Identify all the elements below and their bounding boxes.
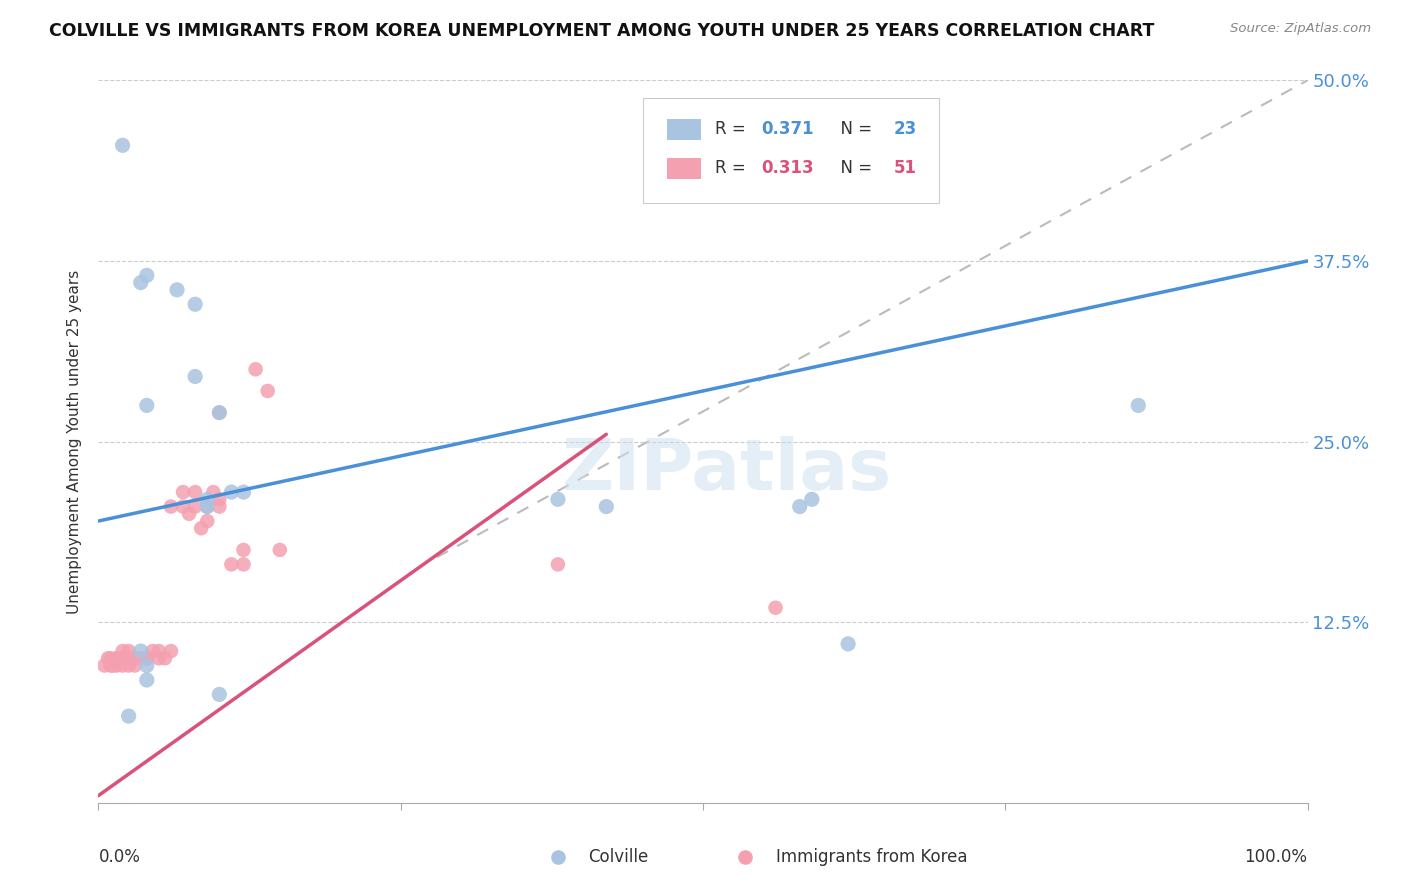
Point bbox=[129, 651, 152, 665]
Point bbox=[129, 651, 152, 665]
Point bbox=[101, 658, 124, 673]
Point bbox=[184, 485, 207, 500]
Point bbox=[124, 651, 146, 665]
Point bbox=[208, 406, 231, 420]
Point bbox=[195, 500, 218, 514]
FancyBboxPatch shape bbox=[643, 98, 939, 203]
Point bbox=[179, 507, 201, 521]
FancyBboxPatch shape bbox=[666, 158, 700, 178]
Text: ZIPatlas: ZIPatlas bbox=[562, 436, 893, 505]
Point bbox=[208, 406, 231, 420]
Point bbox=[221, 558, 243, 572]
Point bbox=[111, 138, 134, 153]
Point bbox=[595, 500, 617, 514]
Point bbox=[118, 709, 141, 723]
Text: R =: R = bbox=[716, 120, 751, 138]
Point bbox=[100, 651, 122, 665]
Point bbox=[208, 492, 231, 507]
Point bbox=[160, 644, 183, 658]
Point bbox=[208, 500, 231, 514]
Point bbox=[245, 362, 267, 376]
Point bbox=[135, 398, 157, 412]
Point bbox=[105, 651, 128, 665]
Point bbox=[256, 384, 278, 398]
Point bbox=[118, 644, 141, 658]
Text: R =: R = bbox=[716, 160, 751, 178]
Point bbox=[135, 673, 157, 687]
Point bbox=[105, 658, 128, 673]
Point bbox=[111, 651, 134, 665]
Point bbox=[195, 514, 218, 528]
Text: 0.313: 0.313 bbox=[761, 160, 814, 178]
Point bbox=[547, 492, 569, 507]
FancyBboxPatch shape bbox=[666, 120, 700, 139]
Point bbox=[129, 644, 152, 658]
Point bbox=[172, 500, 194, 514]
Point bbox=[105, 651, 128, 665]
Point bbox=[124, 651, 146, 665]
Point bbox=[135, 658, 157, 673]
Point bbox=[148, 644, 170, 658]
Point bbox=[142, 644, 165, 658]
Point bbox=[135, 268, 157, 283]
Point bbox=[111, 658, 134, 673]
Point bbox=[93, 658, 115, 673]
Point bbox=[118, 658, 141, 673]
Point bbox=[208, 687, 231, 701]
Point bbox=[153, 651, 176, 665]
Point bbox=[160, 500, 183, 514]
Text: Source: ZipAtlas.com: Source: ZipAtlas.com bbox=[1230, 22, 1371, 36]
Point bbox=[232, 485, 254, 500]
Y-axis label: Unemployment Among Youth under 25 years: Unemployment Among Youth under 25 years bbox=[67, 269, 83, 614]
Point bbox=[172, 485, 194, 500]
Point bbox=[135, 651, 157, 665]
Point bbox=[195, 500, 218, 514]
Text: 51: 51 bbox=[894, 160, 917, 178]
Text: 0.0%: 0.0% bbox=[98, 848, 141, 866]
Point bbox=[100, 658, 122, 673]
Point bbox=[184, 500, 207, 514]
Point bbox=[789, 500, 811, 514]
Point bbox=[184, 297, 207, 311]
Text: N =: N = bbox=[830, 160, 877, 178]
Point bbox=[148, 651, 170, 665]
Point bbox=[221, 485, 243, 500]
Point bbox=[118, 651, 141, 665]
Point bbox=[184, 369, 207, 384]
Point bbox=[195, 492, 218, 507]
Point bbox=[135, 651, 157, 665]
Text: 23: 23 bbox=[894, 120, 917, 138]
Point bbox=[232, 558, 254, 572]
Point bbox=[166, 283, 188, 297]
Point bbox=[800, 492, 823, 507]
Point bbox=[269, 542, 291, 557]
Point bbox=[547, 558, 569, 572]
Point bbox=[837, 637, 859, 651]
Text: 100.0%: 100.0% bbox=[1244, 848, 1308, 866]
Text: Colville: Colville bbox=[588, 848, 648, 866]
Point bbox=[114, 651, 136, 665]
Point bbox=[124, 658, 146, 673]
Point bbox=[135, 651, 157, 665]
Text: 0.371: 0.371 bbox=[761, 120, 814, 138]
Point bbox=[129, 276, 152, 290]
Point bbox=[1128, 398, 1150, 412]
Text: COLVILLE VS IMMIGRANTS FROM KOREA UNEMPLOYMENT AMONG YOUTH UNDER 25 YEARS CORREL: COLVILLE VS IMMIGRANTS FROM KOREA UNEMPL… bbox=[49, 22, 1154, 40]
Point bbox=[765, 600, 787, 615]
Point bbox=[190, 521, 212, 535]
Text: Immigrants from Korea: Immigrants from Korea bbox=[776, 848, 967, 866]
Point bbox=[118, 651, 141, 665]
Point bbox=[108, 651, 131, 665]
Text: N =: N = bbox=[830, 120, 877, 138]
Point bbox=[97, 651, 120, 665]
Point bbox=[111, 644, 134, 658]
Point bbox=[202, 485, 225, 500]
Point bbox=[232, 542, 254, 557]
